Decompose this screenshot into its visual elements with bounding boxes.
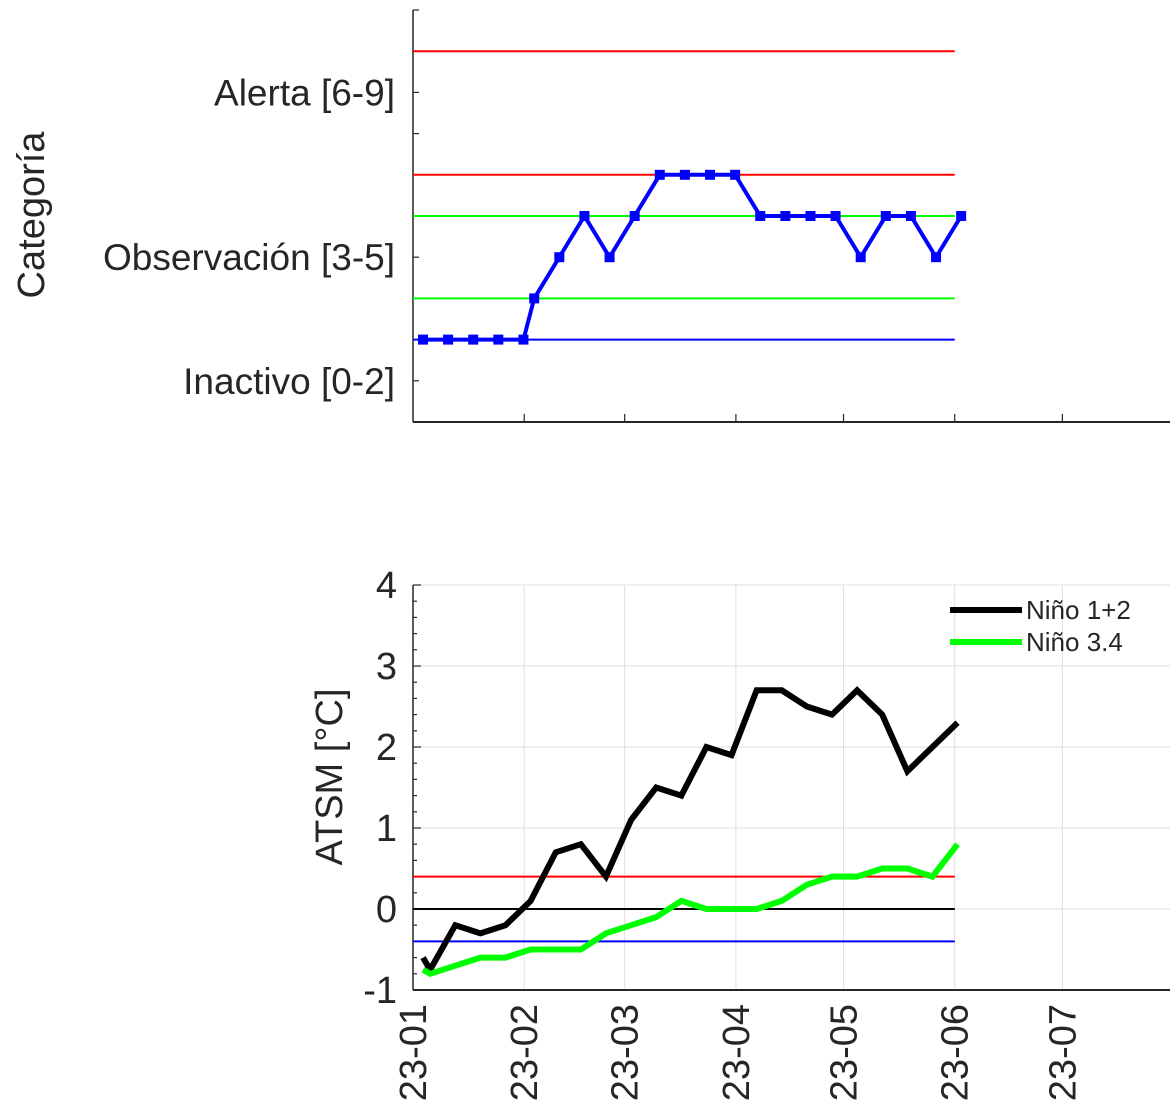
category-tick-label: Alerta [6-9] [214, 72, 395, 113]
category-axis-label: Categoría [11, 131, 53, 299]
atsm-y-tick-label: 3 [376, 646, 397, 688]
atsm-x-tick-label: 23-02 [504, 1004, 546, 1101]
category-point [705, 169, 716, 180]
legend-label: Niño 1+2 [1026, 595, 1131, 625]
category-point [468, 334, 479, 345]
category-point [830, 211, 841, 221]
atsm-y-tick-label: 4 [376, 565, 397, 607]
atsm-y-tick-label: -1 [363, 970, 397, 1012]
category-tick-label: Inactivo [0-2] [183, 361, 395, 402]
atsm-x-tick-label: 23-05 [824, 1004, 866, 1101]
legend-label: Niño 3.4 [1026, 627, 1123, 657]
category-point [493, 334, 504, 345]
atsm-x-tick-label: 23-07 [1042, 1004, 1084, 1101]
category-point [931, 252, 942, 263]
atsm-chart-panel: -1 0 1 2 3 4 23-01 23-02 23-03 23-04 23-05 23-06 23-… [363, 565, 1170, 1101]
category-point [418, 334, 428, 345]
category-point [654, 169, 665, 180]
category-chart-panel: Inactivo [0-2] Observación [3-5] Alerta [6… [103, 9, 1170, 423]
category-point [880, 211, 891, 221]
atsm-y-tick-label: 2 [376, 727, 397, 769]
category-point [855, 252, 866, 263]
category-point [905, 211, 916, 221]
category-point [529, 293, 540, 304]
atsm-x-tick-label: 23-03 [605, 1004, 647, 1101]
atsm-series-line-1 [420, 686, 960, 976]
atsm-x-tick-label: 23-06 [935, 1004, 977, 1101]
atsm-y-tick-label: 0 [376, 889, 397, 931]
category-point [780, 211, 791, 221]
category-point [805, 211, 816, 221]
category-point [755, 211, 766, 221]
category-point [629, 211, 640, 221]
category-tick-label: Observación [3-5] [103, 237, 395, 278]
category-point [518, 334, 529, 345]
atsm-series-line-2 [421, 842, 960, 978]
atsm-x-tick-label: 23-04 [716, 1004, 758, 1101]
category-point [579, 211, 590, 221]
category-point [679, 169, 690, 180]
category-point [956, 211, 967, 221]
atsm-axis-label: ATSM [°C] [309, 688, 351, 865]
category-series-line [423, 172, 963, 342]
atsm-y-tick-label: 1 [376, 808, 397, 850]
category-point [730, 169, 741, 180]
category-point [604, 252, 615, 263]
category-point [443, 334, 454, 345]
atsm-x-tick-label: 23-01 [393, 1004, 435, 1101]
category-point [554, 252, 565, 263]
